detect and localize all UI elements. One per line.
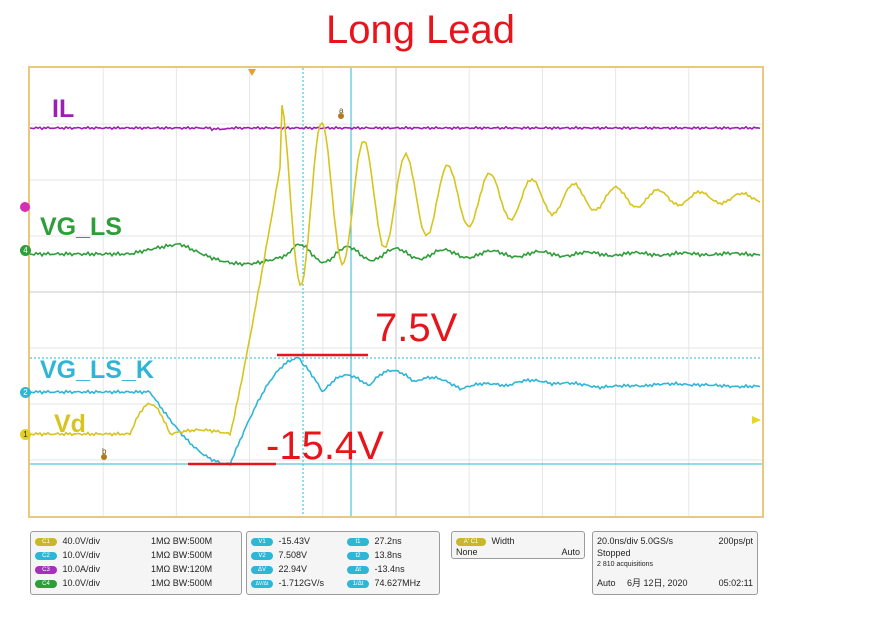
annotation-trough-value: -15.4V xyxy=(266,424,384,468)
channel-row-c3[interactable]: C3 10.0A/div 1MΩ BW:120M xyxy=(35,563,212,575)
inv-dt-badge: 1/Δt xyxy=(347,579,370,588)
trace-label-il: IL xyxy=(52,95,75,123)
c1-bandwidth: BW:500M xyxy=(172,536,213,546)
c4-bandwidth: BW:500M xyxy=(172,578,213,588)
trace-label-vg-ls-k: VG_LS_K xyxy=(40,356,154,384)
t1-value: 27.2ns xyxy=(374,536,402,546)
c2-impedance: 1MΩ xyxy=(151,550,171,560)
trigger-row-1: A' C1 Width xyxy=(456,535,515,547)
channel-row-c2[interactable]: C2 10.0V/div 1MΩ BW:500M xyxy=(35,549,212,561)
c3-impedance: 1MΩ xyxy=(151,564,171,574)
trigger-row-2: None Auto xyxy=(456,546,580,558)
oscilloscope-screen: IL VG_LS VG_LS_K Vd 7.5V -15.4V a b xyxy=(28,66,764,518)
dvdt-value: -1.712GV/s xyxy=(278,578,325,588)
meas-row-3: ΔV 22.94V Δt -13.4ns xyxy=(251,563,405,575)
channel-settings-panel[interactable]: C1 40.0V/div 1MΩ BW:500M C2 10.0V/div 1M… xyxy=(30,531,242,595)
meas-row-2: V2 7.508V t2 13.8ns xyxy=(251,549,402,561)
marker-b-dot xyxy=(101,454,107,460)
channel-1-marker-icon[interactable]: 1 xyxy=(20,429,31,440)
trace-vg-ls-k xyxy=(30,356,761,467)
meas-row-1: V1 -15.43V t1 27.2ns xyxy=(251,535,402,547)
trigger-type: Width xyxy=(491,536,515,546)
timebase-scale: 20.0ns/div 5.0GS/s xyxy=(597,536,674,546)
channel-3-marker-icon[interactable] xyxy=(20,202,30,212)
c4-impedance: 1MΩ xyxy=(151,578,171,588)
t1-badge: t1 xyxy=(347,537,370,546)
channel-row-c1[interactable]: C1 40.0V/div 1MΩ BW:500M xyxy=(35,535,212,547)
trace-il xyxy=(30,125,761,132)
c1-badge: C1 xyxy=(35,537,57,546)
trace-vg-ls xyxy=(30,242,761,267)
waveform-plot xyxy=(30,68,762,516)
trigger-panel[interactable]: A' C1 Width None Auto xyxy=(451,531,585,559)
inv-dt-value: 74.627MHz xyxy=(374,578,421,588)
timebase-row-1: 20.0ns/div 5.0GS/s 200ps/pt xyxy=(597,535,753,547)
c3-scale: 10.0A/div xyxy=(62,564,101,574)
trace-vd xyxy=(30,105,761,437)
dv-value: 22.94V xyxy=(278,564,308,574)
c1-impedance: 1MΩ xyxy=(151,536,171,546)
trigger-position-icon xyxy=(248,69,256,76)
timebase-time: 05:02:11 xyxy=(718,578,753,588)
c1-scale: 40.0V/div xyxy=(62,536,101,546)
acq-state: Stopped xyxy=(597,548,631,558)
c2-bandwidth: BW:500M xyxy=(172,550,213,560)
trigger-level-icon xyxy=(752,416,761,424)
c4-scale: 10.0V/div xyxy=(62,578,101,588)
channel-2-marker-icon[interactable]: 2 xyxy=(20,387,31,398)
timebase-panel[interactable]: 20.0ns/div 5.0GS/s 200ps/pt Stopped 2 81… xyxy=(592,531,758,595)
c3-bandwidth: BW:120M xyxy=(172,564,213,574)
channel-row-c4[interactable]: C4 10.0V/div 1MΩ BW:500M xyxy=(35,577,212,589)
v2-badge: V2 xyxy=(251,551,273,560)
trigger-slope: None xyxy=(456,547,478,557)
marker-b-label: b xyxy=(102,447,107,456)
c2-scale: 10.0V/div xyxy=(62,550,101,560)
c3-badge: C3 xyxy=(35,565,57,574)
v2-value: 7.508V xyxy=(278,550,308,560)
c4-badge: C4 xyxy=(35,579,57,588)
trigger-mode: Auto xyxy=(561,547,580,557)
t2-badge: t2 xyxy=(347,551,370,560)
dt-value: -13.4ns xyxy=(374,564,405,574)
v1-badge: V1 xyxy=(251,537,273,546)
timebase-row-4: Auto 6月 12日, 2020 05:02:11 xyxy=(597,577,753,589)
dt-badge: Δt xyxy=(347,565,370,574)
channel-4-marker-icon[interactable]: 4 xyxy=(20,245,31,256)
t2-value: 13.8ns xyxy=(374,550,402,560)
c2-badge: C2 xyxy=(35,551,57,560)
timebase-mode: Auto xyxy=(597,578,616,588)
trace-label-vg-ls: VG_LS xyxy=(40,213,122,241)
v1-value: -15.43V xyxy=(278,536,311,546)
chart-title: Long Lead xyxy=(325,8,516,52)
acq-count: 2 810 acquisitions xyxy=(597,561,654,568)
dv-badge: ΔV xyxy=(251,565,273,574)
cursor-measurement-panel[interactable]: V1 -15.43V t1 27.2ns V2 7.508V t2 13.8ns… xyxy=(246,531,440,595)
graticule-grid xyxy=(30,68,762,516)
annotation-peak-value: 7.5V xyxy=(375,306,458,350)
dvdt-badge: ΔV/Δt xyxy=(251,579,273,588)
timebase-date: 6月 12日, 2020 xyxy=(627,578,688,588)
timebase-pts: 200ps/pt xyxy=(718,536,753,546)
marker-a-label: a xyxy=(339,106,344,115)
marker-a-dot xyxy=(338,113,344,119)
trigger-source-badge: A' C1 xyxy=(456,537,486,546)
trace-label-vd: Vd xyxy=(54,410,86,438)
meas-row-4: ΔV/Δt -1.712GV/s 1/Δt 74.627MHz xyxy=(251,577,421,589)
